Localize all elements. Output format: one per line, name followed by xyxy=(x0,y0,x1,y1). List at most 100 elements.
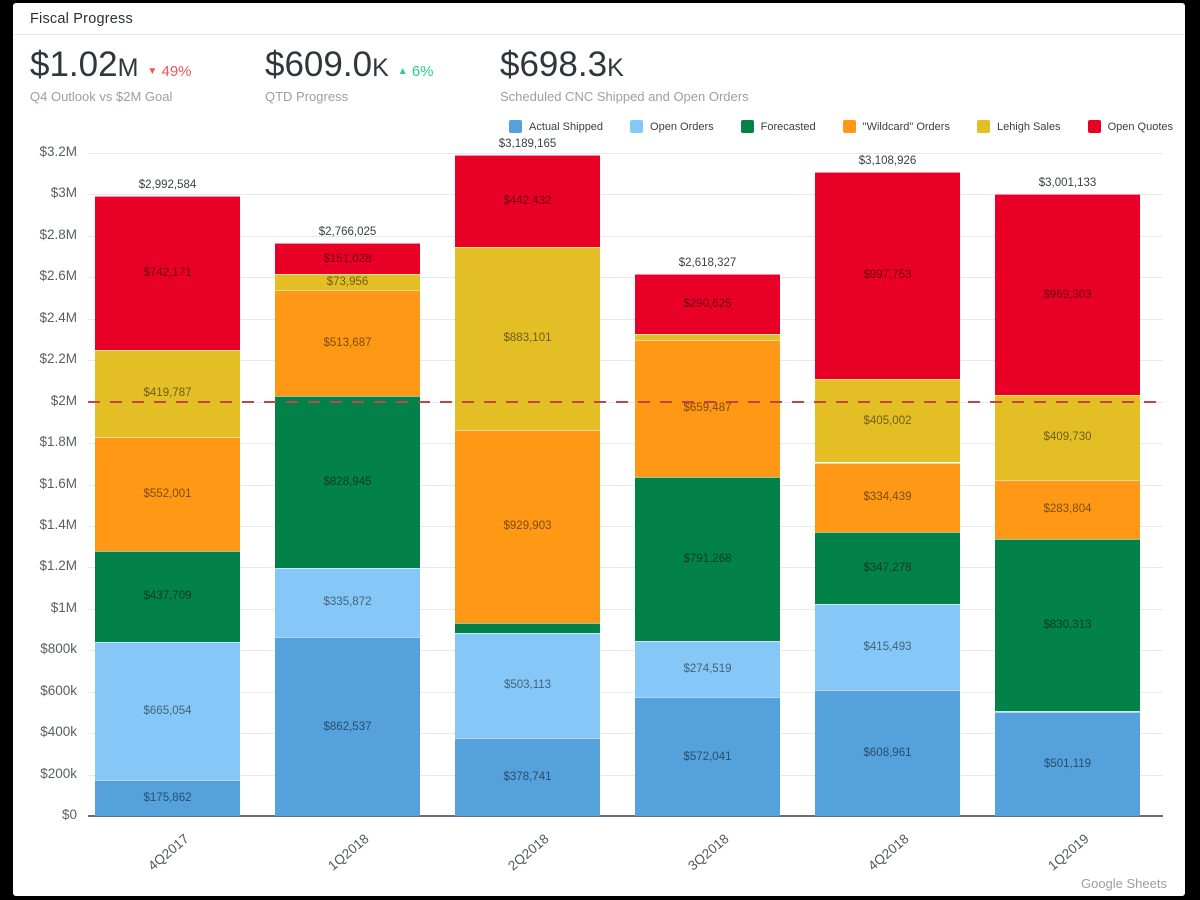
stacked-bar-chart: $0 $200k $400k $600k $800k $1M $1.2M $1.4M $1.6M… xyxy=(13,3,1185,896)
y-axis-tick-label: $1.6M xyxy=(39,475,77,491)
bar-segment-lehigh-sales: $883,101 xyxy=(455,246,600,430)
bar-segment-forecasted: $791,268 xyxy=(635,476,780,641)
legend-item-forecasted: Forecasted xyxy=(740,120,816,133)
segment-value-label: $415,493 xyxy=(863,640,912,653)
bar-segment-lehigh-sales: $73,956 xyxy=(275,274,420,290)
gridline xyxy=(88,525,1163,527)
up-arrow-icon: ▲ xyxy=(397,66,408,77)
dashboard-card: Fiscal Progress $1.02M ▼ 49% Q4 Outlook vs… xyxy=(13,3,1185,896)
segment-value-label: $335,872 xyxy=(323,596,372,609)
bar-total-label: $3,189,165 xyxy=(498,138,557,151)
kpi-suffix: M xyxy=(117,54,139,82)
segment-value-label: $830,313 xyxy=(1043,618,1092,631)
segment-value-label: $437,709 xyxy=(143,590,192,603)
segment-value-label: $442,432 xyxy=(503,195,552,208)
bar-segment-open-quotes: $969,303 xyxy=(995,194,1140,395)
legend-item-actual-shipped: Actual Shipped xyxy=(509,120,603,133)
kpi-3: $698.3K Scheduled CNC Shipped and Open Or… xyxy=(500,45,749,104)
segment-value-label: $862,537 xyxy=(323,720,372,733)
data-source-attribution: Google Sheets xyxy=(1080,876,1167,891)
bar-total-label: $2,992,584 xyxy=(138,178,197,191)
gridline xyxy=(88,235,1163,237)
segment-value-label: $501,119 xyxy=(1043,758,1092,771)
x-axis-label: 2Q2018 xyxy=(504,831,552,874)
bar-segment-forecasted xyxy=(455,622,600,634)
bar-segment-wildcard-orders: $659,487 xyxy=(635,340,780,477)
segment-value-label: $409,730 xyxy=(1043,431,1092,444)
segment-value-label: $742,171 xyxy=(143,266,192,279)
chart-legend: Actual Shipped Open Orders Forecasted "Wild… xyxy=(482,120,1173,133)
segment-value-label: $175,862 xyxy=(143,791,192,804)
gridline xyxy=(88,774,1163,776)
segment-value-label: $73,956 xyxy=(326,275,369,288)
kpi-delta-up: ▲ 6% xyxy=(397,63,434,80)
gridline xyxy=(88,608,1163,610)
bar-total-label: $3,001,133 xyxy=(1038,177,1097,190)
gridline xyxy=(88,194,1163,196)
gridline xyxy=(88,650,1163,652)
segment-value-label: $419,787 xyxy=(143,387,192,400)
bar-segment-open-quotes: $442,432 xyxy=(455,155,600,247)
segment-value-label: $552,001 xyxy=(143,487,192,500)
segment-value-label: $290,625 xyxy=(683,297,732,310)
gridline xyxy=(88,277,1163,279)
x-axis-label: 1Q2018 xyxy=(324,831,372,874)
y-axis-tick-label: $2.6M xyxy=(39,268,77,284)
gridline xyxy=(88,443,1163,445)
y-axis-tick-label: $2.8M xyxy=(39,226,77,242)
legend-item-label: Open Orders xyxy=(650,120,714,133)
bar-segment-open-orders: $335,872 xyxy=(275,567,420,638)
bar-segment-actual-shipped: $378,741 xyxy=(455,737,600,816)
bar-segment-open-orders: $274,519 xyxy=(635,640,780,698)
segment-value-label: $334,439 xyxy=(863,491,912,504)
gridline xyxy=(88,360,1163,362)
bar-segment-forecasted: $828,945 xyxy=(275,395,420,568)
bar-segment-actual-shipped: $501,119 xyxy=(995,712,1140,816)
segment-value-label: $151,028 xyxy=(323,252,372,265)
kpi-suffix: K xyxy=(372,54,389,82)
segment-value-label: $503,113 xyxy=(503,679,552,692)
bar-segment-actual-shipped: $175,862 xyxy=(95,779,240,816)
bar-segment-lehigh-sales xyxy=(635,333,780,340)
bar-segment-forecasted: $437,709 xyxy=(95,551,240,642)
segment-value-label: $883,101 xyxy=(503,332,552,345)
x-axis-label: 1Q2019 xyxy=(1044,831,1092,874)
bar-segment-forecasted: $347,278 xyxy=(815,531,960,604)
bar-segment-lehigh-sales: $409,730 xyxy=(995,395,1140,480)
gridline xyxy=(88,153,1163,154)
kpi-sublabel: QTD Progress xyxy=(265,88,349,104)
x-axis-label: 4Q2017 xyxy=(144,831,192,874)
x-axis-baseline xyxy=(88,815,1163,817)
y-axis-tick-label: $800k xyxy=(40,641,77,657)
legend-item-open-orders: Open Orders xyxy=(630,120,714,133)
bar-segment-actual-shipped: $862,537 xyxy=(275,637,420,816)
y-axis-tick-label: $200k xyxy=(40,765,77,781)
bar-total-label: $3,108,926 xyxy=(858,154,917,167)
legend-swatch-icon xyxy=(976,120,990,133)
segment-value-label: $929,903 xyxy=(503,520,552,533)
legend-swatch-icon xyxy=(740,120,754,133)
bar-segment-lehigh-sales: $419,787 xyxy=(95,349,240,437)
bar-total-label: $2,618,327 xyxy=(678,256,737,269)
kpi-value: $698.3K xyxy=(500,45,624,84)
bar-segment-open-quotes: $997,753 xyxy=(815,171,960,379)
legend-item-label: Open Quotes xyxy=(1107,120,1173,133)
bar-segment-wildcard-orders: $283,804 xyxy=(995,479,1140,539)
page-title: Fiscal Progress xyxy=(30,11,133,27)
legend-item-wildcard-orders: "Wildcard" Orders xyxy=(842,120,950,133)
legend-item-label: Forecasted xyxy=(760,120,816,133)
legend-item-label: "Wildcard" Orders xyxy=(862,120,950,133)
y-axis-tick-label: $3.2M xyxy=(39,144,77,159)
bar-segment-open-orders: $503,113 xyxy=(455,633,600,738)
goal-line xyxy=(88,400,1163,403)
legend-item-label: Lehigh Sales xyxy=(996,120,1061,133)
legend-item-lehigh-sales: Lehigh Sales xyxy=(976,120,1061,133)
segment-value-label: $608,961 xyxy=(863,746,912,759)
y-axis-tick-label: $600k xyxy=(40,682,77,698)
bar-segment-open-orders: $415,493 xyxy=(815,603,960,690)
gridline xyxy=(88,567,1163,569)
kpi-value: $609.0K ▲ 6% xyxy=(265,45,434,84)
bar-segment-open-quotes: $290,625 xyxy=(635,273,780,334)
segment-value-label: $347,278 xyxy=(863,561,912,574)
y-axis-tick-label: $1.4M xyxy=(39,516,77,532)
